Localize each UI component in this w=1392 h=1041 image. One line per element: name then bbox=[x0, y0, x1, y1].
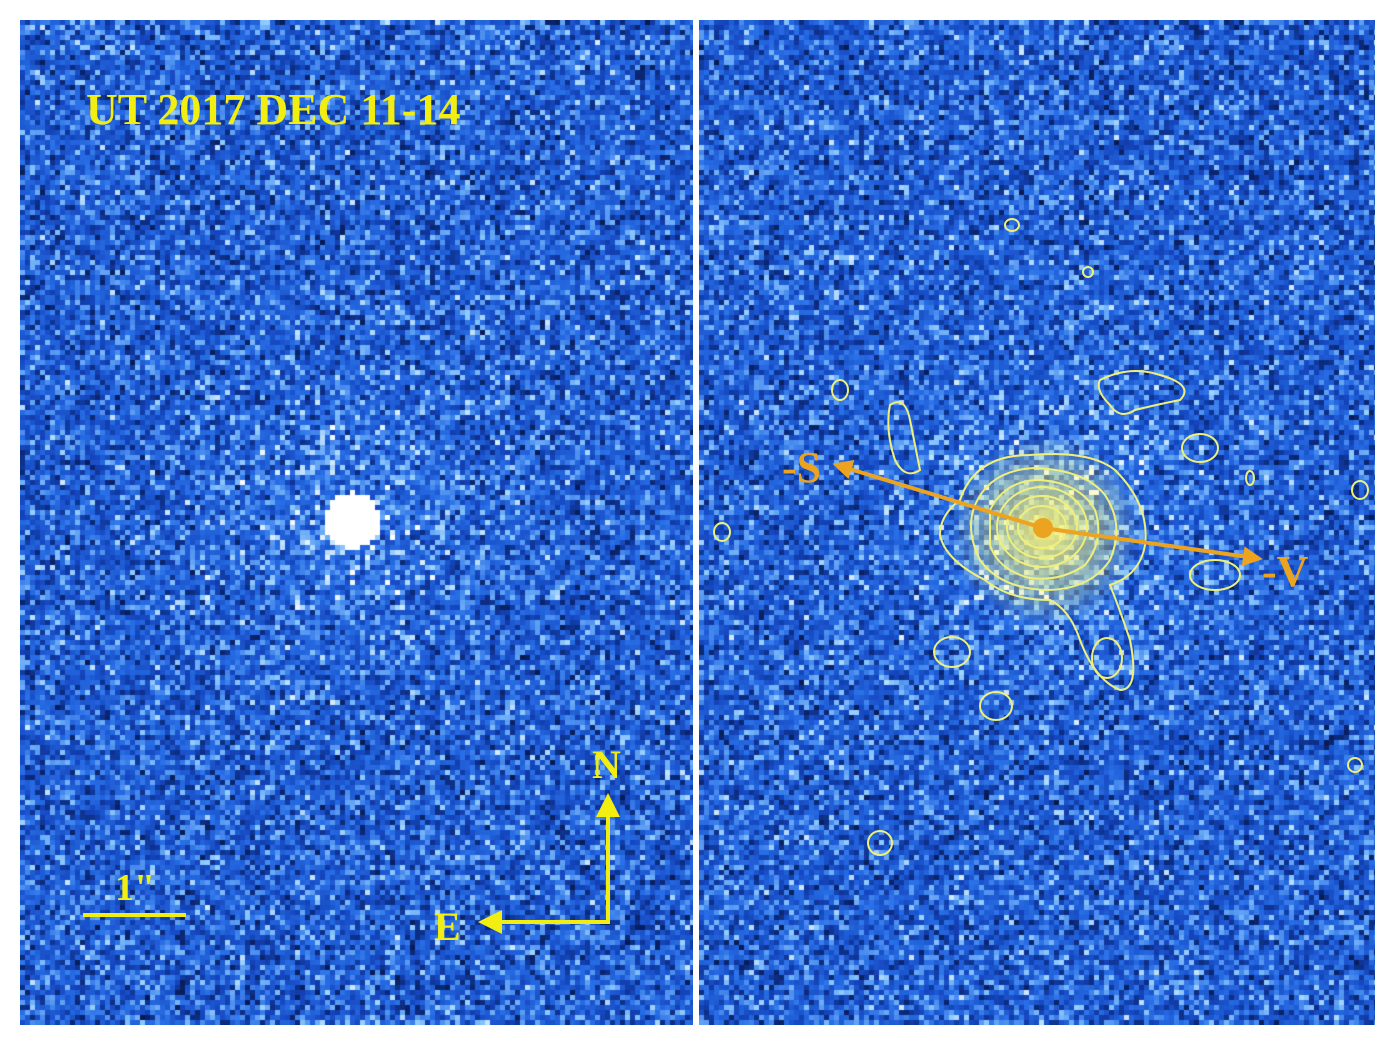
contour-lines bbox=[713, 218, 1369, 856]
east-label: E bbox=[434, 904, 461, 949]
nucleus-marker bbox=[1033, 518, 1053, 538]
antisolar-label: -S bbox=[782, 443, 821, 492]
antivelocity-vector bbox=[1042, 526, 1263, 567]
date-label: UT 2017 DEC 11-14 bbox=[86, 85, 460, 134]
antisolar-vector bbox=[832, 459, 1044, 530]
left-image-panel bbox=[20, 20, 693, 1025]
north-label: N bbox=[592, 742, 621, 787]
antivelocity-label: -V bbox=[1262, 547, 1309, 596]
left-image bbox=[20, 20, 693, 1025]
scale-bar-label: 1" bbox=[115, 867, 155, 909]
